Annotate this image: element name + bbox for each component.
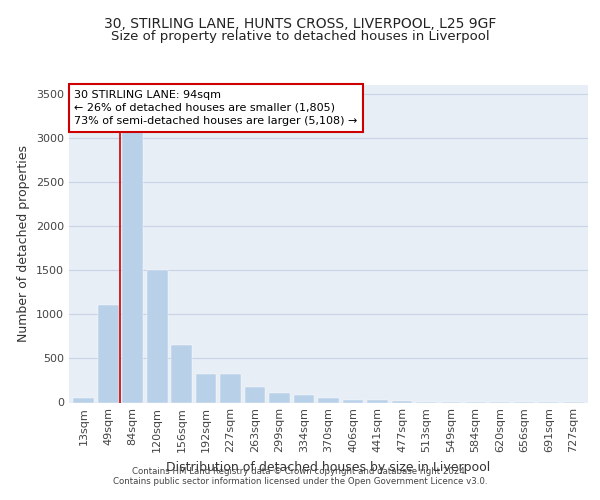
Text: Contains public sector information licensed under the Open Government Licence v3: Contains public sector information licen…	[113, 477, 487, 486]
Bar	[122, 107, 143, 403]
Bar	[269, 393, 290, 402]
Bar	[392, 401, 412, 402]
Bar	[147, 270, 167, 402]
Bar	[343, 400, 364, 402]
Bar	[245, 387, 265, 402]
Bar	[73, 398, 94, 402]
X-axis label: Distribution of detached houses by size in Liverpool: Distribution of detached houses by size …	[166, 461, 491, 474]
Bar	[196, 374, 217, 402]
Y-axis label: Number of detached properties: Number of detached properties	[17, 145, 31, 342]
Text: Contains HM Land Registry data © Crown copyright and database right 2024.: Contains HM Land Registry data © Crown c…	[132, 467, 468, 476]
Bar	[293, 394, 314, 402]
Bar	[367, 400, 388, 402]
Bar	[98, 306, 119, 402]
Bar	[220, 374, 241, 402]
Text: 30, STIRLING LANE, HUNTS CROSS, LIVERPOOL, L25 9GF: 30, STIRLING LANE, HUNTS CROSS, LIVERPOO…	[104, 18, 496, 32]
Bar	[171, 345, 192, 403]
Bar	[318, 398, 339, 402]
Text: 30 STIRLING LANE: 94sqm
← 26% of detached houses are smaller (1,805)
73% of semi: 30 STIRLING LANE: 94sqm ← 26% of detache…	[74, 90, 358, 126]
Text: Size of property relative to detached houses in Liverpool: Size of property relative to detached ho…	[110, 30, 490, 43]
